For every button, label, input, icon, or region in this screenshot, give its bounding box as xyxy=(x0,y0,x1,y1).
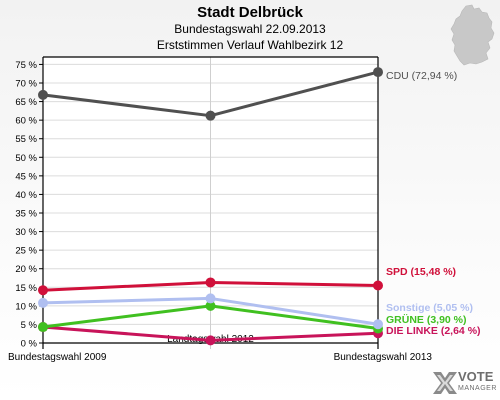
data-point xyxy=(38,89,48,100)
series-group xyxy=(38,67,383,346)
data-point xyxy=(205,335,216,346)
y-tick-label: 60 % xyxy=(15,116,37,127)
data-point xyxy=(205,110,216,121)
chart-subtitle: Bundestagswahl 22.09.2013 xyxy=(174,22,326,36)
y-tick-label: 15 % xyxy=(15,283,37,294)
data-point xyxy=(38,322,48,333)
data-point xyxy=(38,285,48,296)
chart-title: Stadt Delbrück xyxy=(197,4,303,21)
data-point xyxy=(205,277,216,288)
y-tick-label: 75 % xyxy=(15,60,37,71)
y-tick-label: 30 % xyxy=(15,227,37,238)
chart-subtitle-2: Erststimmen Verlauf Wahlbezirk 12 xyxy=(156,38,344,52)
logo-text: VOTE xyxy=(458,369,494,384)
y-tick-label: 10 % xyxy=(15,301,37,312)
y-tick-label: 45 % xyxy=(15,171,37,182)
data-point xyxy=(373,280,383,291)
y-tick-label: 70 % xyxy=(15,79,37,90)
series-label: DIE LINKE (2,64 %) xyxy=(386,325,481,337)
data-point xyxy=(373,67,383,78)
series-label: Sonstige (5,05 %) xyxy=(386,302,473,314)
y-tick-label: 40 % xyxy=(15,190,37,201)
logo-subtext: MANAGER xyxy=(458,385,497,392)
data-point xyxy=(373,319,383,330)
data-point xyxy=(38,297,48,308)
data-point xyxy=(205,300,216,311)
votemanager-x-icon xyxy=(433,372,457,394)
series-label: GRÜNE (3,90 %) xyxy=(386,313,467,326)
y-tick-label: 35 % xyxy=(15,209,37,220)
series-label: CDU (72,94 %) xyxy=(386,70,457,82)
data-point xyxy=(205,293,216,304)
x-tick-label: Bundestagswahl 2009 xyxy=(8,352,107,363)
x-tick-label: Bundestagswahl 2013 xyxy=(334,352,433,363)
y-tick-label: 55 % xyxy=(15,134,37,145)
germany-map-icon xyxy=(450,4,495,66)
y-tick-label: 25 % xyxy=(15,246,37,257)
y-tick-label: 20 % xyxy=(15,264,37,275)
series-labels: CDU (72,94 %) SPD (15,48 %) Sonstige (5,05… xyxy=(386,70,481,337)
y-tick-label: 50 % xyxy=(15,153,37,164)
y-tick-label: 65 % xyxy=(15,97,37,108)
y-tick-label: 0 % xyxy=(21,339,38,350)
y-tick-label: 5 % xyxy=(21,320,38,331)
series-label: SPD (15,48 %) xyxy=(386,266,456,278)
